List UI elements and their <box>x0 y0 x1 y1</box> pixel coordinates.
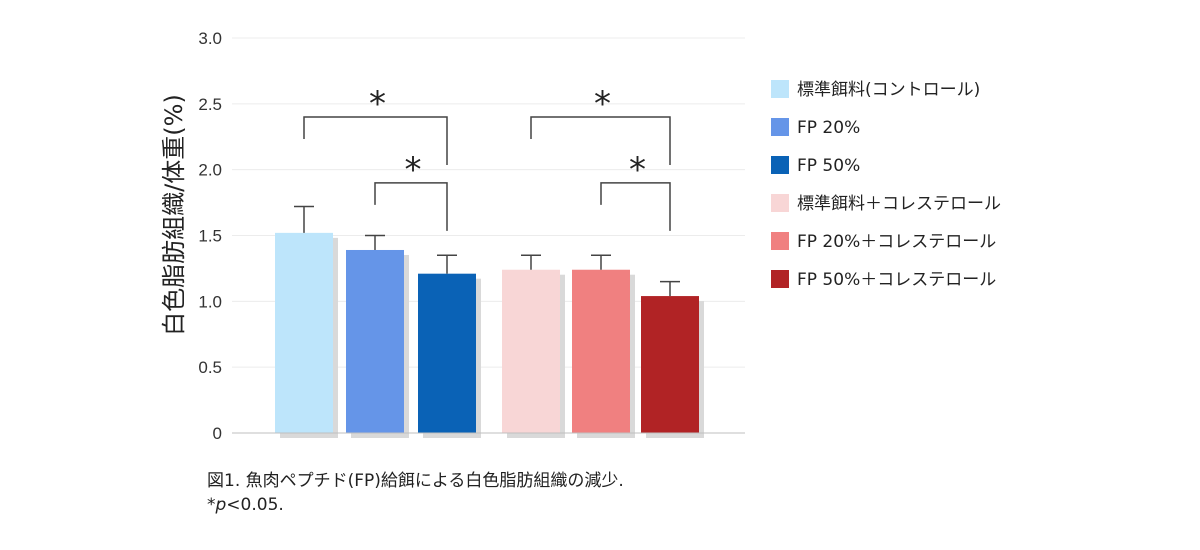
legend-swatch <box>771 80 789 98</box>
y-tick-label: 2.5 <box>198 95 222 114</box>
bar <box>572 269 630 433</box>
bar <box>346 249 404 433</box>
bar <box>641 296 699 433</box>
y-tick-label: 0.5 <box>198 358 222 377</box>
significance-star: * <box>369 84 386 124</box>
significance-bracket <box>600 182 671 231</box>
bars <box>275 232 704 438</box>
note-threshold: <0.05. <box>226 495 284 515</box>
y-tick-label: 1.0 <box>198 292 222 311</box>
legend-swatch <box>771 194 789 212</box>
significance-brackets: * * * * <box>303 84 671 231</box>
y-tick-label: 1.5 <box>198 227 222 246</box>
y-axis-ticks: 0 0.5 1.0 1.5 2.0 2.5 3.0 <box>198 29 222 443</box>
legend-swatch <box>771 270 789 288</box>
significance-bracket <box>530 116 671 165</box>
significance-star: * <box>405 150 422 190</box>
legend-entry: 標準餌料＋コレステロール <box>797 194 1001 214</box>
legend-swatch <box>771 156 789 174</box>
legend-entry: FP 20% <box>797 118 860 138</box>
legend-swatch <box>771 232 789 250</box>
significance-star: * <box>629 150 646 190</box>
note-p: p <box>215 495 227 515</box>
legend-entry: 標準餌料(コントロール) <box>797 80 980 100</box>
legend-entry: FP 50% <box>797 156 860 176</box>
significance-note: *p<0.05. <box>207 495 284 515</box>
note-asterisk: * <box>207 495 216 515</box>
legend-entry: FP 20%＋コレステロール <box>797 232 996 252</box>
bar <box>275 232 333 433</box>
error-bars <box>294 205 680 297</box>
legend-entry: FP 50%＋コレステロール <box>797 270 996 290</box>
y-tick-label: 0 <box>213 424 222 443</box>
y-tick-label: 3.0 <box>198 29 222 48</box>
figure-caption: 図1. 魚肉ペプチド(FP)給餌による白色脂肪組織の減少. <box>207 471 624 491</box>
y-tick-label: 2.0 <box>198 161 222 180</box>
legend: 標準餌料(コントロール) FP 20% FP 50% 標準餌料＋コレステロール FP 2… <box>771 80 1001 290</box>
bar <box>418 273 476 433</box>
y-axis-label: 白色脂肪組織/体重(%) <box>160 94 188 336</box>
legend-swatch <box>771 118 789 136</box>
significance-bracket <box>374 182 448 231</box>
bar <box>502 269 560 433</box>
significance-star: * <box>594 84 611 124</box>
significance-bracket <box>303 116 448 165</box>
